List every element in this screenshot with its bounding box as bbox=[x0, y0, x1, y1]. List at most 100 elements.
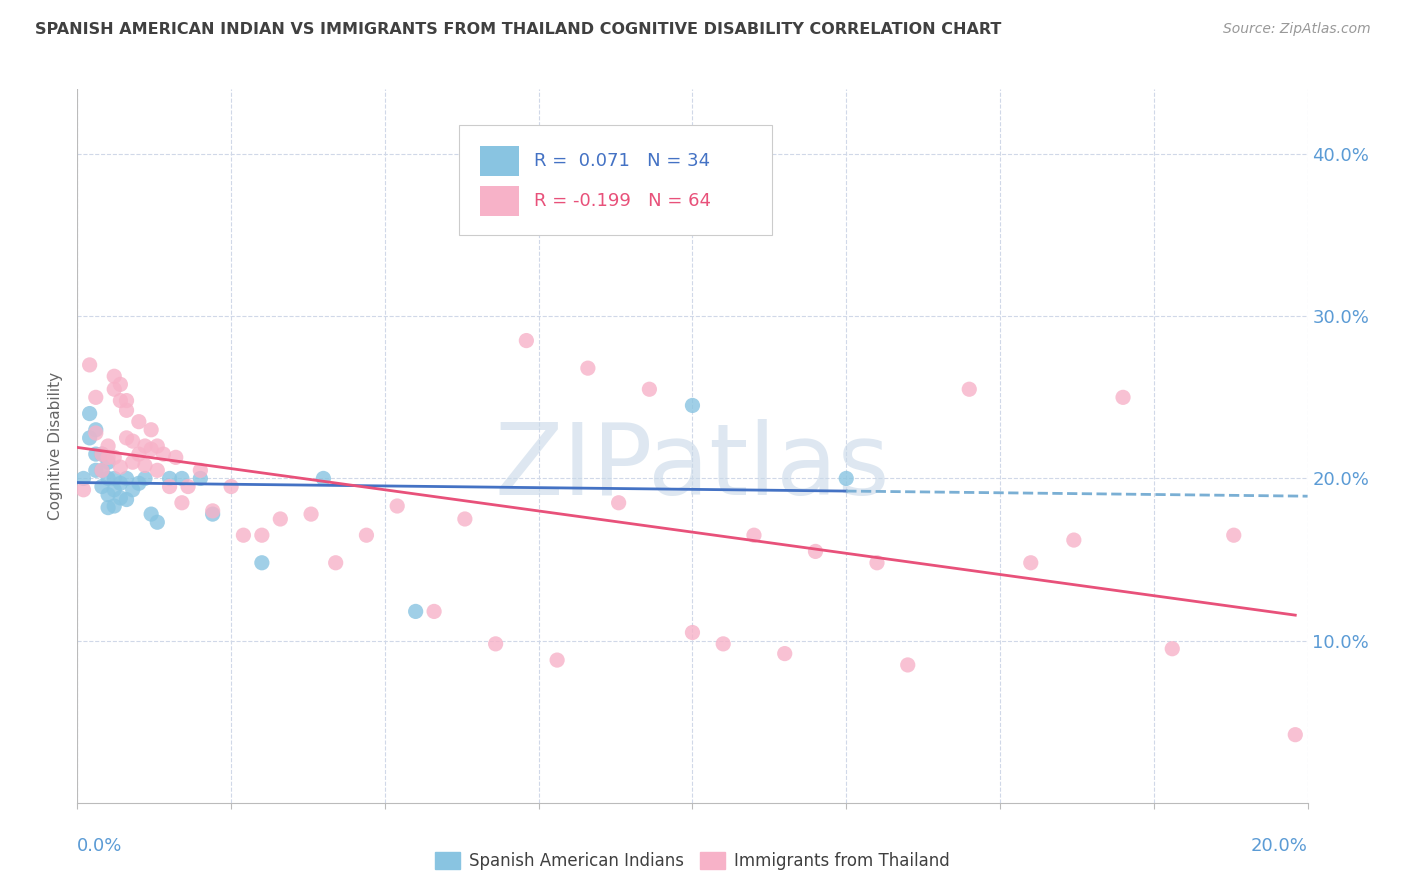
Point bbox=[835, 471, 858, 485]
Point bbox=[134, 471, 156, 485]
Point bbox=[485, 637, 508, 651]
Point bbox=[90, 463, 114, 477]
FancyBboxPatch shape bbox=[479, 146, 519, 177]
Point bbox=[97, 439, 120, 453]
Point bbox=[1223, 528, 1246, 542]
Point bbox=[405, 604, 427, 618]
Point bbox=[115, 471, 138, 485]
Point bbox=[1284, 728, 1306, 742]
Point bbox=[84, 463, 107, 477]
Point bbox=[84, 423, 107, 437]
Point bbox=[711, 637, 734, 651]
Point bbox=[97, 488, 120, 502]
Point bbox=[146, 439, 169, 453]
Point bbox=[110, 460, 132, 475]
Point bbox=[1019, 556, 1042, 570]
Point bbox=[97, 455, 120, 469]
Point bbox=[141, 442, 163, 457]
Text: R =  0.071   N = 34: R = 0.071 N = 34 bbox=[534, 153, 710, 170]
Text: R = -0.199   N = 64: R = -0.199 N = 64 bbox=[534, 193, 711, 211]
Point bbox=[356, 528, 378, 542]
Point bbox=[134, 439, 156, 453]
Point bbox=[115, 393, 138, 408]
Point bbox=[638, 382, 661, 396]
Point bbox=[682, 625, 704, 640]
Point bbox=[79, 431, 101, 445]
Point bbox=[79, 407, 101, 421]
Point bbox=[201, 507, 224, 521]
Point bbox=[134, 458, 156, 473]
Point bbox=[84, 425, 107, 440]
Point bbox=[159, 479, 181, 493]
Point bbox=[957, 382, 980, 396]
Legend: Spanish American Indians, Immigrants from Thailand: Spanish American Indians, Immigrants fro… bbox=[429, 845, 956, 877]
Point bbox=[146, 515, 169, 529]
Point bbox=[97, 471, 120, 485]
Point bbox=[115, 492, 138, 507]
Point bbox=[515, 334, 537, 348]
Point bbox=[219, 479, 242, 493]
Point bbox=[84, 390, 107, 404]
Point bbox=[325, 556, 347, 570]
Text: 20.0%: 20.0% bbox=[1251, 837, 1308, 855]
Point bbox=[607, 496, 630, 510]
Point bbox=[110, 377, 132, 392]
Point bbox=[1063, 533, 1085, 547]
Point bbox=[110, 491, 132, 505]
Point bbox=[115, 431, 138, 445]
Point bbox=[103, 499, 125, 513]
FancyBboxPatch shape bbox=[479, 186, 519, 216]
Point bbox=[141, 507, 163, 521]
Point bbox=[97, 450, 120, 465]
Point bbox=[1112, 390, 1135, 404]
Point bbox=[773, 647, 796, 661]
Point bbox=[72, 483, 94, 497]
Point bbox=[866, 556, 889, 570]
Point bbox=[269, 512, 291, 526]
Point bbox=[546, 653, 568, 667]
Point bbox=[897, 657, 920, 672]
Point bbox=[1161, 641, 1184, 656]
Point bbox=[576, 361, 599, 376]
Text: SPANISH AMERICAN INDIAN VS IMMIGRANTS FROM THAILAND COGNITIVE DISABILITY CORRELA: SPANISH AMERICAN INDIAN VS IMMIGRANTS FR… bbox=[35, 22, 1001, 37]
Point bbox=[250, 556, 273, 570]
Point bbox=[79, 358, 101, 372]
Point bbox=[72, 471, 94, 485]
Point bbox=[232, 528, 254, 542]
Point bbox=[103, 450, 125, 465]
Point bbox=[110, 476, 132, 491]
Y-axis label: Cognitive Disability: Cognitive Disability bbox=[48, 372, 63, 520]
Point bbox=[141, 423, 163, 437]
Point bbox=[90, 479, 114, 493]
Point bbox=[90, 463, 114, 477]
Point bbox=[188, 471, 212, 485]
Point bbox=[128, 476, 150, 491]
Point bbox=[146, 463, 169, 477]
Point bbox=[804, 544, 827, 558]
Point bbox=[128, 447, 150, 461]
Point bbox=[385, 499, 409, 513]
Point bbox=[121, 455, 143, 469]
Point bbox=[128, 415, 150, 429]
Text: ZIPatlas: ZIPatlas bbox=[495, 419, 890, 516]
Point bbox=[121, 434, 143, 449]
FancyBboxPatch shape bbox=[458, 125, 772, 235]
Point bbox=[682, 399, 704, 413]
Point bbox=[90, 447, 114, 461]
Point bbox=[159, 471, 181, 485]
Point bbox=[454, 512, 477, 526]
Point bbox=[170, 471, 193, 485]
Point bbox=[84, 447, 107, 461]
Point bbox=[103, 382, 125, 396]
Text: 0.0%: 0.0% bbox=[77, 837, 122, 855]
Point bbox=[103, 471, 125, 485]
Point bbox=[103, 483, 125, 497]
Point bbox=[110, 393, 132, 408]
Point bbox=[121, 483, 143, 497]
Point bbox=[165, 450, 187, 465]
Point bbox=[423, 604, 446, 618]
Point bbox=[299, 507, 322, 521]
Point bbox=[97, 500, 120, 515]
Point bbox=[188, 463, 212, 477]
Point bbox=[103, 369, 125, 384]
